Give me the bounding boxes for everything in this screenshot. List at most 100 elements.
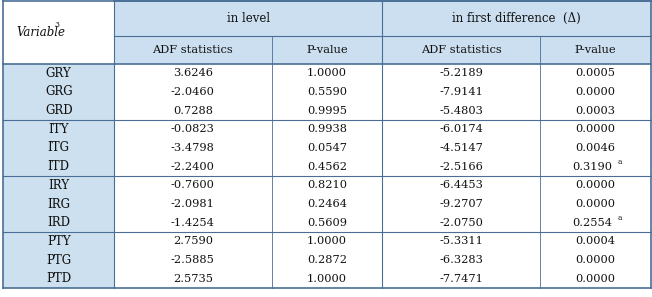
Text: IRD: IRD	[47, 216, 70, 229]
Text: -1.4254: -1.4254	[171, 218, 215, 228]
Bar	[114, 83, 271, 101]
Text: 0.5609: 0.5609	[307, 218, 347, 228]
Text: 0.0000: 0.0000	[575, 87, 615, 97]
Text: P-value: P-value	[574, 45, 616, 55]
Bar	[540, 139, 651, 157]
Text: P-value: P-value	[306, 45, 348, 55]
Bar	[3, 120, 114, 139]
Bar	[383, 1, 651, 36]
Text: 2.5735: 2.5735	[173, 274, 213, 284]
Bar	[114, 269, 271, 288]
Text: 0.0003: 0.0003	[575, 105, 615, 116]
Bar	[271, 232, 383, 251]
Bar	[383, 251, 540, 269]
Bar	[540, 176, 651, 195]
Bar	[3, 1, 114, 64]
Text: -6.3283: -6.3283	[439, 255, 483, 265]
Text: ADF statistics: ADF statistics	[421, 45, 501, 55]
Text: -4.5147: -4.5147	[439, 143, 483, 153]
Text: 0.0000: 0.0000	[575, 199, 615, 209]
Text: 0.3190: 0.3190	[572, 162, 612, 172]
Text: 1.0000: 1.0000	[307, 236, 347, 247]
Text: -2.0460: -2.0460	[171, 87, 215, 97]
Text: 0.0000: 0.0000	[575, 124, 615, 134]
Bar	[3, 64, 114, 83]
Text: PTD: PTD	[46, 272, 71, 285]
Bar	[3, 176, 114, 195]
Text: 0.0000: 0.0000	[575, 255, 615, 265]
Text: 0.9995: 0.9995	[307, 105, 347, 116]
Bar	[3, 83, 114, 101]
Bar	[540, 251, 651, 269]
Bar	[271, 195, 383, 213]
Text: PTY: PTY	[47, 235, 70, 248]
Text: 1.0000: 1.0000	[307, 68, 347, 78]
Bar	[383, 195, 540, 213]
Bar	[3, 101, 114, 120]
Bar	[383, 176, 540, 195]
Bar	[114, 36, 271, 64]
Text: 0.2872: 0.2872	[307, 255, 347, 265]
Text: -0.7600: -0.7600	[171, 180, 215, 190]
Text: 0.4562: 0.4562	[307, 162, 347, 172]
Bar	[383, 232, 540, 251]
Text: -3.4798: -3.4798	[171, 143, 215, 153]
Text: -5.3311: -5.3311	[439, 236, 483, 247]
Bar	[540, 195, 651, 213]
Bar	[271, 120, 383, 139]
Text: -2.0750: -2.0750	[439, 218, 483, 228]
Bar	[271, 83, 383, 101]
Bar	[271, 269, 383, 288]
Bar	[114, 251, 271, 269]
Text: ITY: ITY	[48, 123, 69, 136]
Bar	[114, 176, 271, 195]
Bar	[540, 101, 651, 120]
Text: 0.7288: 0.7288	[173, 105, 213, 116]
Text: GRG: GRG	[45, 85, 72, 98]
Text: 1.0000: 1.0000	[307, 274, 347, 284]
Bar	[271, 251, 383, 269]
Text: -2.0981: -2.0981	[171, 199, 215, 209]
Bar	[271, 101, 383, 120]
Text: 0.0000: 0.0000	[575, 180, 615, 190]
Bar	[383, 101, 540, 120]
Text: a: a	[618, 214, 622, 222]
Text: ADF statistics: ADF statistics	[153, 45, 233, 55]
Text: 2.7590: 2.7590	[173, 236, 213, 247]
Bar	[3, 157, 114, 176]
Bar	[3, 232, 114, 251]
Text: IRG: IRG	[47, 198, 70, 211]
Bar	[540, 232, 651, 251]
Text: 0.0547: 0.0547	[307, 143, 347, 153]
Bar	[540, 157, 651, 176]
Bar	[540, 36, 651, 64]
Text: 0.2554: 0.2554	[572, 218, 612, 228]
Text: 0.0005: 0.0005	[575, 68, 615, 78]
Text: 3.6246: 3.6246	[173, 68, 213, 78]
Text: PTG: PTG	[46, 254, 71, 267]
Bar	[114, 139, 271, 157]
Bar	[114, 195, 271, 213]
Text: ITG: ITG	[48, 141, 70, 154]
Text: 0.8210: 0.8210	[307, 180, 347, 190]
Text: 0.0046: 0.0046	[575, 143, 615, 153]
Text: a: a	[618, 158, 622, 166]
Bar	[3, 195, 114, 213]
Bar	[3, 139, 114, 157]
Text: ITD: ITD	[48, 160, 70, 173]
Bar	[383, 157, 540, 176]
Bar	[383, 64, 540, 83]
Bar	[114, 101, 271, 120]
Bar	[3, 251, 114, 269]
Bar	[540, 120, 651, 139]
Text: 0.0004: 0.0004	[575, 236, 615, 247]
Text: 0.5590: 0.5590	[307, 87, 347, 97]
Text: -2.2400: -2.2400	[171, 162, 215, 172]
Bar	[114, 213, 271, 232]
Bar	[3, 269, 114, 288]
Bar	[271, 157, 383, 176]
Text: -2.5885: -2.5885	[171, 255, 215, 265]
Bar	[383, 36, 540, 64]
Text: in level: in level	[227, 12, 270, 25]
Bar	[540, 64, 651, 83]
